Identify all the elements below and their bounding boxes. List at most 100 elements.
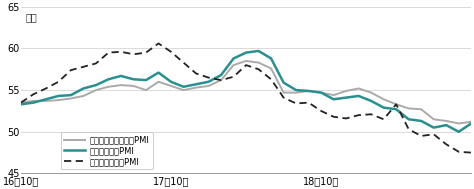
ユーロ圏総合PMI (181, 86, 186, 88)
ユーロ圏製造業PMI (306, 101, 311, 104)
ユーロ圏製造業PMI (256, 68, 262, 70)
ユーロ圏サービス業PMI (419, 108, 424, 110)
ユーロ圏総合PMI (118, 75, 124, 77)
ユーロ圏サービス業PMI (268, 67, 274, 70)
ユーロ圏サービス業PMI (281, 91, 286, 94)
ユーロ圏サービス業PMI (143, 89, 149, 91)
ユーロ圏サービス業PMI (30, 100, 36, 102)
ユーロ圏総合PMI (468, 122, 474, 125)
ユーロ圏サービス業PMI (318, 91, 324, 94)
ユーロ圏製造業PMI (143, 51, 149, 54)
ユーロ圏サービス業PMI (393, 103, 399, 105)
ユーロ圏サービス業PMI (193, 87, 199, 89)
ユーロ圏製造業PMI (331, 116, 337, 118)
ユーロ圏サービス業PMI (368, 91, 374, 94)
ユーロ圏製造業PMI (131, 53, 137, 55)
ユーロ圏総合PMI (218, 74, 224, 76)
ユーロ圏総合PMI (30, 101, 36, 104)
ユーロ圏サービス業PMI (131, 85, 137, 87)
ユーロ圏総合PMI (43, 98, 49, 100)
ユーロ圏サービス業PMI (106, 86, 111, 88)
ユーロ圏サービス業PMI (218, 79, 224, 81)
ユーロ圏製造業PMI (81, 66, 86, 68)
ユーロ圏サービス業PMI (468, 121, 474, 123)
ユーロ圏総合PMI (406, 118, 411, 120)
ユーロ圏サービス業PMI (343, 90, 349, 92)
ユーロ圏製造業PMI (468, 151, 474, 154)
ユーロ圏総合PMI (293, 89, 299, 91)
ユーロ圏総合PMI (343, 96, 349, 99)
ユーロ圏サービス業PMI (43, 100, 49, 102)
ユーロ圏サービス業PMI (18, 101, 24, 104)
ユーロ圏総合PMI (331, 98, 337, 100)
ユーロ圏サービス業PMI (81, 95, 86, 97)
ユーロ圏製造業PMI (243, 64, 249, 66)
ユーロ圏サービス業PMI (231, 64, 237, 66)
ユーロ圏サービス業PMI (68, 97, 74, 100)
ユーロ圏総合PMI (243, 51, 249, 54)
ユーロ圏総合PMI (268, 57, 274, 60)
ユーロ圏総合PMI (168, 81, 174, 83)
ユーロ圏総合PMI (393, 108, 399, 110)
Legend: ユーロ圏サービス業PMI, ユーロ圏総合PMI, ユーロ圏製造業PMI: ユーロ圏サービス業PMI, ユーロ圏総合PMI, ユーロ圏製造業PMI (61, 132, 153, 169)
ユーロ圏製造業PMI (456, 151, 462, 153)
ユーロ圏総合PMI (431, 126, 437, 129)
ユーロ圏総合PMI (456, 131, 462, 133)
ユーロ圏製造業PMI (106, 51, 111, 54)
Line: ユーロ圏総合PMI: ユーロ圏総合PMI (21, 51, 471, 132)
ユーロ圏総合PMI (131, 78, 137, 80)
ユーロ圏総合PMI (419, 120, 424, 122)
ユーロ圏総合PMI (143, 79, 149, 81)
ユーロ圏製造業PMI (43, 87, 49, 90)
ユーロ圏サービス業PMI (443, 120, 449, 122)
ユーロ圏サービス業PMI (155, 81, 161, 83)
ユーロ圏サービス業PMI (206, 85, 211, 87)
ユーロ圏製造業PMI (406, 128, 411, 130)
ユーロ圏総合PMI (281, 81, 286, 84)
ユーロ圏製造業PMI (343, 117, 349, 120)
ユーロ圏製造業PMI (55, 81, 61, 83)
ユーロ圏総合PMI (18, 103, 24, 105)
ユーロ圏製造業PMI (381, 118, 386, 120)
ユーロ圏総合PMI (381, 106, 386, 109)
ユーロ圏総合PMI (306, 90, 311, 92)
ユーロ圏総合PMI (368, 100, 374, 102)
ユーロ圏サービス業PMI (55, 99, 61, 101)
ユーロ圏サービス業PMI (456, 122, 462, 125)
ユーロ圏サービス業PMI (356, 87, 362, 90)
ユーロ圏総合PMI (206, 81, 211, 83)
ユーロ圏製造業PMI (30, 93, 36, 95)
ユーロ圏総合PMI (106, 78, 111, 80)
ユーロ圏製造業PMI (18, 101, 24, 104)
ユーロ圏製造業PMI (419, 135, 424, 137)
ユーロ圏総合PMI (356, 95, 362, 97)
ユーロ圏サービス業PMI (381, 98, 386, 100)
ユーロ圏サービス業PMI (256, 61, 262, 64)
ユーロ圏総合PMI (68, 94, 74, 96)
ユーロ圏総合PMI (155, 71, 161, 74)
ユーロ圏製造業PMI (155, 42, 161, 45)
ユーロ圏総合PMI (193, 83, 199, 85)
ユーロ圏製造業PMI (118, 51, 124, 53)
ユーロ圏製造業PMI (168, 51, 174, 53)
ユーロ圏サービス業PMI (331, 94, 337, 96)
ユーロ圏製造業PMI (268, 78, 274, 80)
Line: ユーロ圏サービス業PMI: ユーロ圏サービス業PMI (21, 61, 471, 123)
ユーロ圏総合PMI (318, 91, 324, 94)
ユーロ圏製造業PMI (318, 110, 324, 112)
ユーロ圏総合PMI (93, 84, 99, 86)
ユーロ圏製造業PMI (93, 62, 99, 65)
ユーロ圏サービス業PMI (306, 90, 311, 92)
ユーロ圏製造業PMI (68, 69, 74, 71)
ユーロ圏製造業PMI (193, 72, 199, 75)
ユーロ圏総合PMI (256, 50, 262, 52)
ユーロ圏製造業PMI (443, 143, 449, 145)
ユーロ圏サービス業PMI (293, 91, 299, 94)
ユーロ圏製造業PMI (206, 77, 211, 79)
ユーロ圏製造業PMI (356, 114, 362, 116)
ユーロ圏サービス業PMI (406, 107, 411, 110)
ユーロ圏サービス業PMI (118, 84, 124, 86)
ユーロ圏製造業PMI (181, 61, 186, 64)
ユーロ圏総合PMI (55, 95, 61, 97)
ユーロ圏製造業PMI (293, 102, 299, 105)
